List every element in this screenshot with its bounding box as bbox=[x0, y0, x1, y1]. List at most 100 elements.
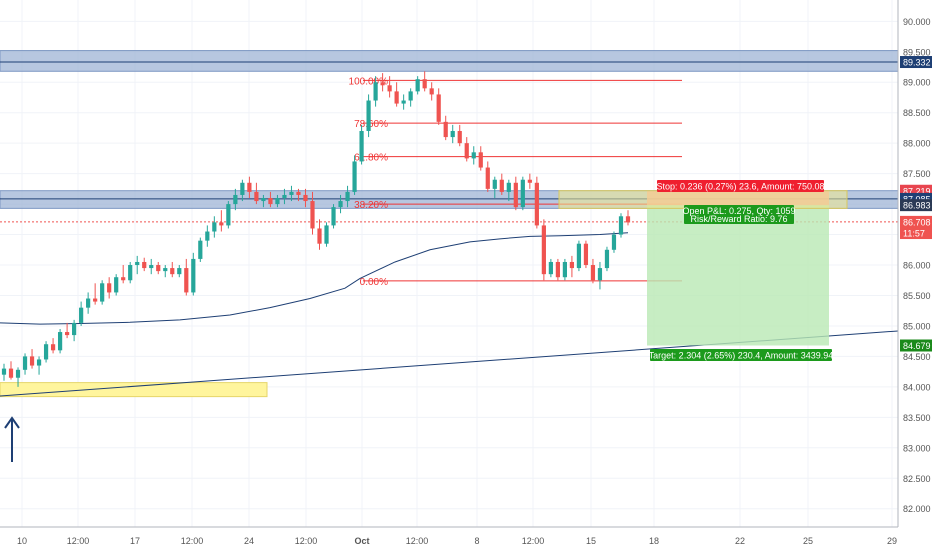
time-tick-label: 12:00 bbox=[295, 536, 318, 546]
candle bbox=[275, 194, 280, 208]
candle-body bbox=[149, 265, 154, 269]
candle bbox=[527, 173, 532, 189]
candle bbox=[387, 76, 392, 98]
candle bbox=[569, 255, 575, 278]
fib-level-label: 100.00% bbox=[349, 76, 389, 87]
time-tick-label: 29 bbox=[887, 536, 897, 546]
candle bbox=[57, 328, 63, 354]
candle-body bbox=[226, 204, 231, 226]
candle-body bbox=[352, 161, 357, 192]
candle-body bbox=[478, 152, 483, 168]
up-arrow-head-icon bbox=[4, 416, 20, 429]
time-tick-label: 10 bbox=[17, 536, 27, 546]
time-tick-label: 24 bbox=[244, 536, 254, 546]
candle bbox=[142, 257, 147, 272]
candle-body bbox=[86, 298, 91, 308]
price-badge bbox=[900, 339, 932, 352]
candle-body bbox=[121, 277, 126, 281]
candle-body bbox=[64, 332, 70, 336]
candle-body bbox=[128, 265, 133, 281]
time-tick-label: 12:00 bbox=[181, 536, 204, 546]
candle-body bbox=[36, 359, 42, 366]
price-tick-label: 83.000 bbox=[903, 443, 931, 453]
price-tick-label: 89.500 bbox=[903, 47, 931, 57]
price-tick-label: 87.500 bbox=[903, 169, 931, 179]
candle-body bbox=[163, 268, 168, 272]
candle-body bbox=[247, 182, 252, 192]
price-tick-label: 82.000 bbox=[903, 504, 931, 514]
candle bbox=[492, 176, 497, 199]
candle-body bbox=[562, 261, 568, 278]
candle bbox=[618, 213, 624, 238]
candle bbox=[555, 258, 560, 281]
candle bbox=[345, 185, 350, 208]
candle bbox=[534, 176, 539, 229]
candle-body bbox=[1, 368, 7, 375]
candle bbox=[394, 82, 399, 107]
price-badge-label: 87.219 bbox=[903, 186, 931, 196]
candle bbox=[198, 237, 203, 262]
candle-body bbox=[583, 243, 589, 266]
time-tick-label: 25 bbox=[803, 536, 813, 546]
candle bbox=[219, 210, 224, 232]
candle bbox=[597, 261, 603, 290]
candle bbox=[576, 240, 582, 272]
time-axis-bg bbox=[0, 527, 932, 550]
candle bbox=[366, 94, 371, 138]
candle bbox=[121, 265, 126, 284]
candle-body bbox=[156, 265, 161, 272]
candle-body bbox=[471, 152, 476, 159]
candle bbox=[590, 258, 596, 284]
candle-body bbox=[57, 332, 63, 351]
candle bbox=[233, 188, 238, 211]
candle bbox=[43, 341, 49, 363]
candle bbox=[50, 338, 56, 354]
stop-label: Stop: 0.236 (0.27%) 23.6, Amount: 750.08 bbox=[656, 182, 824, 192]
candle bbox=[86, 292, 91, 314]
candle-body bbox=[534, 182, 539, 226]
candle-body bbox=[268, 198, 273, 205]
candle bbox=[156, 261, 161, 275]
price-badge-label: 89.332 bbox=[903, 58, 931, 68]
candle-body bbox=[625, 216, 631, 223]
candle bbox=[1, 363, 7, 381]
candle-body bbox=[527, 179, 532, 183]
candle bbox=[36, 356, 42, 375]
candle bbox=[163, 265, 168, 278]
candle-body bbox=[436, 94, 441, 122]
candle-body bbox=[93, 298, 98, 302]
candle bbox=[408, 88, 413, 107]
candle-body bbox=[114, 277, 119, 293]
candle bbox=[191, 252, 196, 296]
candle bbox=[548, 258, 553, 278]
candle-body bbox=[338, 201, 343, 208]
candle-body bbox=[359, 130, 364, 162]
candle bbox=[247, 176, 252, 199]
candle bbox=[240, 179, 245, 202]
candle bbox=[604, 246, 610, 272]
candle-body bbox=[373, 82, 378, 101]
candle-body bbox=[520, 179, 525, 208]
candle-body bbox=[569, 261, 575, 269]
time-tick-label: 22 bbox=[735, 536, 745, 546]
candle-body bbox=[296, 191, 301, 195]
candle-body bbox=[303, 194, 308, 202]
candle-body bbox=[604, 249, 610, 269]
candle-body bbox=[29, 356, 35, 366]
candle-body bbox=[79, 307, 84, 323]
candle bbox=[436, 88, 441, 125]
candle bbox=[317, 219, 322, 250]
candle bbox=[114, 274, 119, 296]
candle-body bbox=[366, 100, 371, 131]
candle bbox=[212, 216, 217, 238]
candle bbox=[296, 188, 301, 202]
candle-body bbox=[275, 198, 280, 205]
candle bbox=[457, 124, 462, 147]
candle bbox=[429, 82, 434, 101]
candle bbox=[562, 258, 568, 281]
candle-body bbox=[191, 258, 196, 293]
candle-body bbox=[506, 182, 511, 192]
candle bbox=[499, 173, 504, 195]
